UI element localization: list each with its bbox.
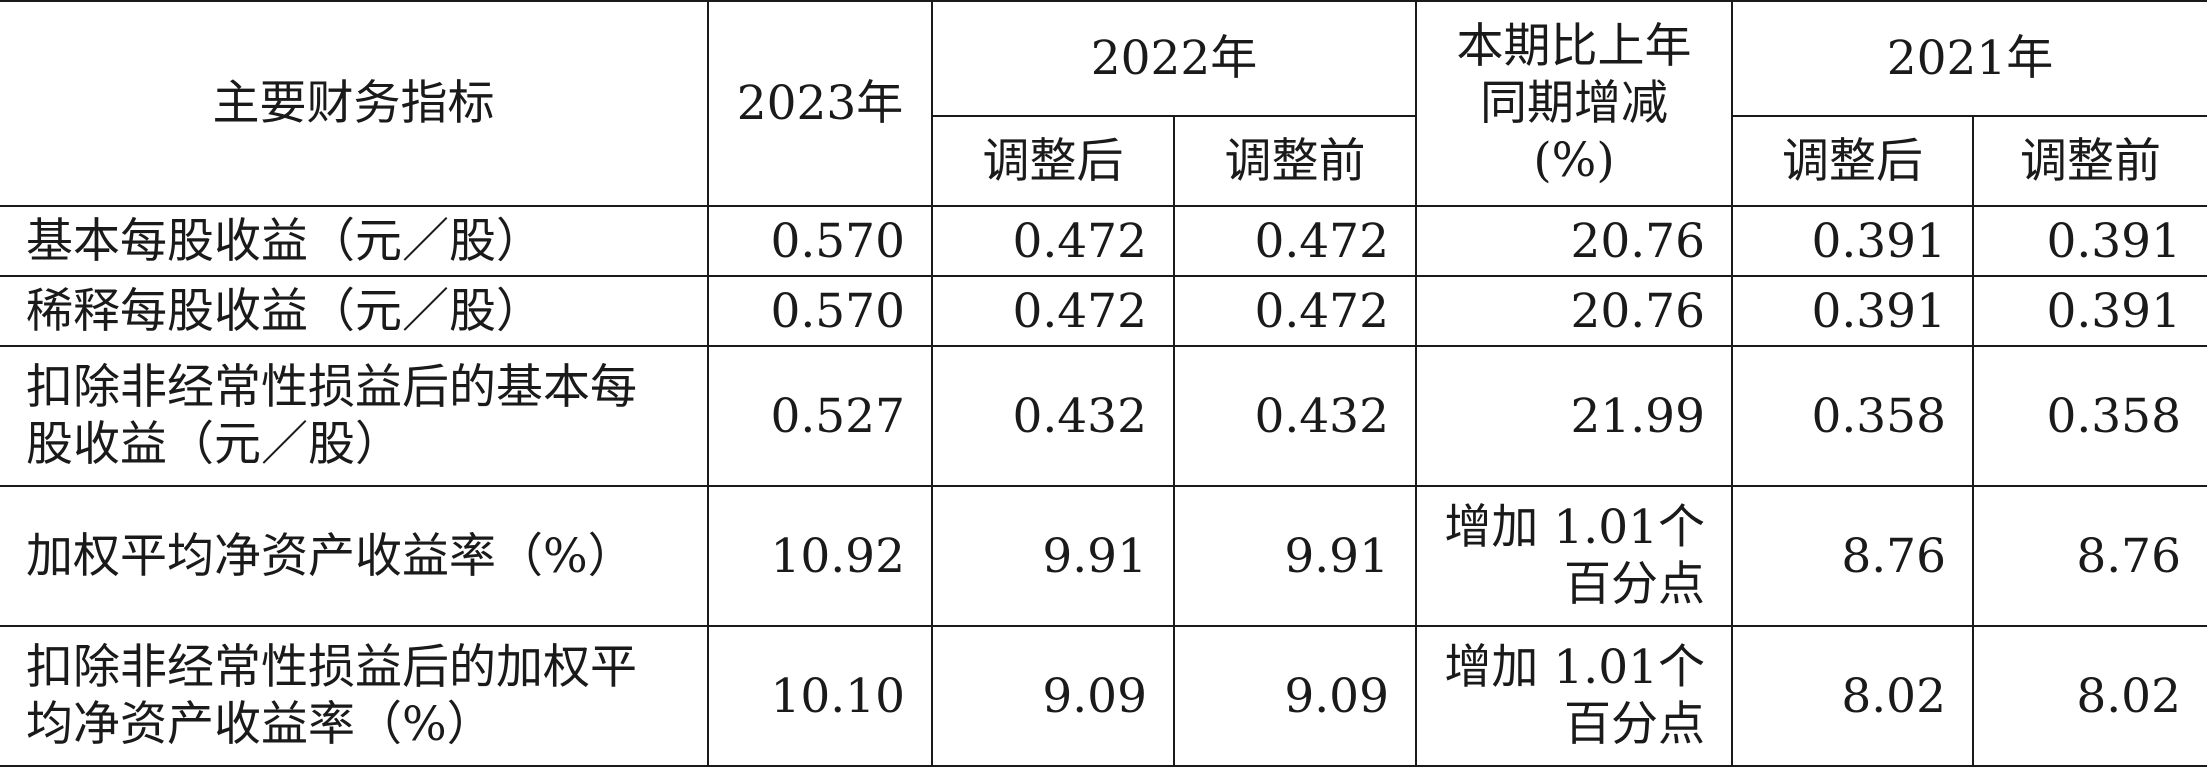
cell-2023: 10.92: [707, 485, 933, 627]
row-label: 稀释每股收益（元／股）: [0, 275, 709, 347]
cell-2021-before: 0.391: [1972, 275, 2207, 347]
cell-2022-after: 0.472: [931, 275, 1175, 347]
cell-2021-after: 0.391: [1731, 275, 1974, 347]
table-row: 加权平均净资产收益率（%） 10.92 9.91 9.91 增加 1.01个百分…: [0, 485, 2207, 627]
cell-2023: 0.570: [707, 205, 933, 277]
cell-change: 20.76: [1415, 205, 1733, 277]
header-row-sub: 调整后 调整前 调整后 调整前: [0, 115, 2207, 207]
cell-2022-after: 0.432: [931, 345, 1175, 487]
row-label: 基本每股收益（元／股）: [0, 205, 709, 277]
cell-2022-before: 9.91: [1173, 485, 1417, 627]
cell-2021-after: 8.76: [1731, 485, 1974, 627]
header-2021-adjusted-after: 调整后: [1731, 115, 1974, 207]
cell-2021-after: 8.02: [1731, 625, 1974, 767]
header-2021-adjusted-before: 调整前: [1972, 115, 2207, 207]
cell-2022-after: 9.91: [931, 485, 1175, 627]
cell-2021-before: 8.76: [1972, 485, 2207, 627]
header-2022-adjusted-before: 调整前: [1173, 115, 1417, 207]
table-row: 扣除非经常性损益后的加权平均净资产收益率（%） 10.10 9.09 9.09 …: [0, 625, 2207, 767]
cell-2022-before: 0.472: [1173, 275, 1417, 347]
cell-change: 增加 1.01个百分点: [1415, 625, 1733, 767]
cell-2021-before: 0.358: [1972, 345, 2207, 487]
table-row: 扣除非经常性损益后的基本每股收益（元／股） 0.527 0.432 0.432 …: [0, 345, 2207, 487]
header-2022-adjusted-after: 调整后: [931, 115, 1175, 207]
row-label: 加权平均净资产收益率（%）: [0, 485, 709, 627]
cell-2021-after: 0.358: [1731, 345, 1974, 487]
cell-2022-before: 0.472: [1173, 205, 1417, 277]
cell-2021-before: 8.02: [1972, 625, 2207, 767]
cell-2022-before: 0.432: [1173, 345, 1417, 487]
table-row: 稀释每股收益（元／股） 0.570 0.472 0.472 20.76 0.39…: [0, 275, 2207, 347]
row-label: 扣除非经常性损益后的加权平均净资产收益率（%）: [0, 625, 709, 767]
cell-change: 增加 1.01个百分点: [1415, 485, 1733, 627]
cell-change: 20.76: [1415, 275, 1733, 347]
row-label: 扣除非经常性损益后的基本每股收益（元／股）: [0, 345, 709, 487]
header-row-top: 主要财务指标 2023年 2022年 本期比上年同期增减(%) 2021年: [0, 0, 2207, 207]
cell-2023: 0.527: [707, 345, 933, 487]
header-change: 本期比上年同期增减(%): [1415, 0, 1733, 207]
cell-2021-before: 0.391: [1972, 205, 2207, 277]
cell-2023: 0.570: [707, 275, 933, 347]
cell-2022-after: 0.472: [931, 205, 1175, 277]
header-2021: 2021年: [1731, 0, 2207, 117]
cell-2023: 10.10: [707, 625, 933, 767]
cell-change: 21.99: [1415, 345, 1733, 487]
header-2022: 2022年: [931, 0, 1417, 117]
header-2023: 2023年: [707, 0, 933, 207]
header-indicator: 主要财务指标: [0, 0, 709, 207]
cell-2022-after: 9.09: [931, 625, 1175, 767]
table-row: 基本每股收益（元／股） 0.570 0.472 0.472 20.76 0.39…: [0, 205, 2207, 277]
cell-2022-before: 9.09: [1173, 625, 1417, 767]
cell-2021-after: 0.391: [1731, 205, 1974, 277]
